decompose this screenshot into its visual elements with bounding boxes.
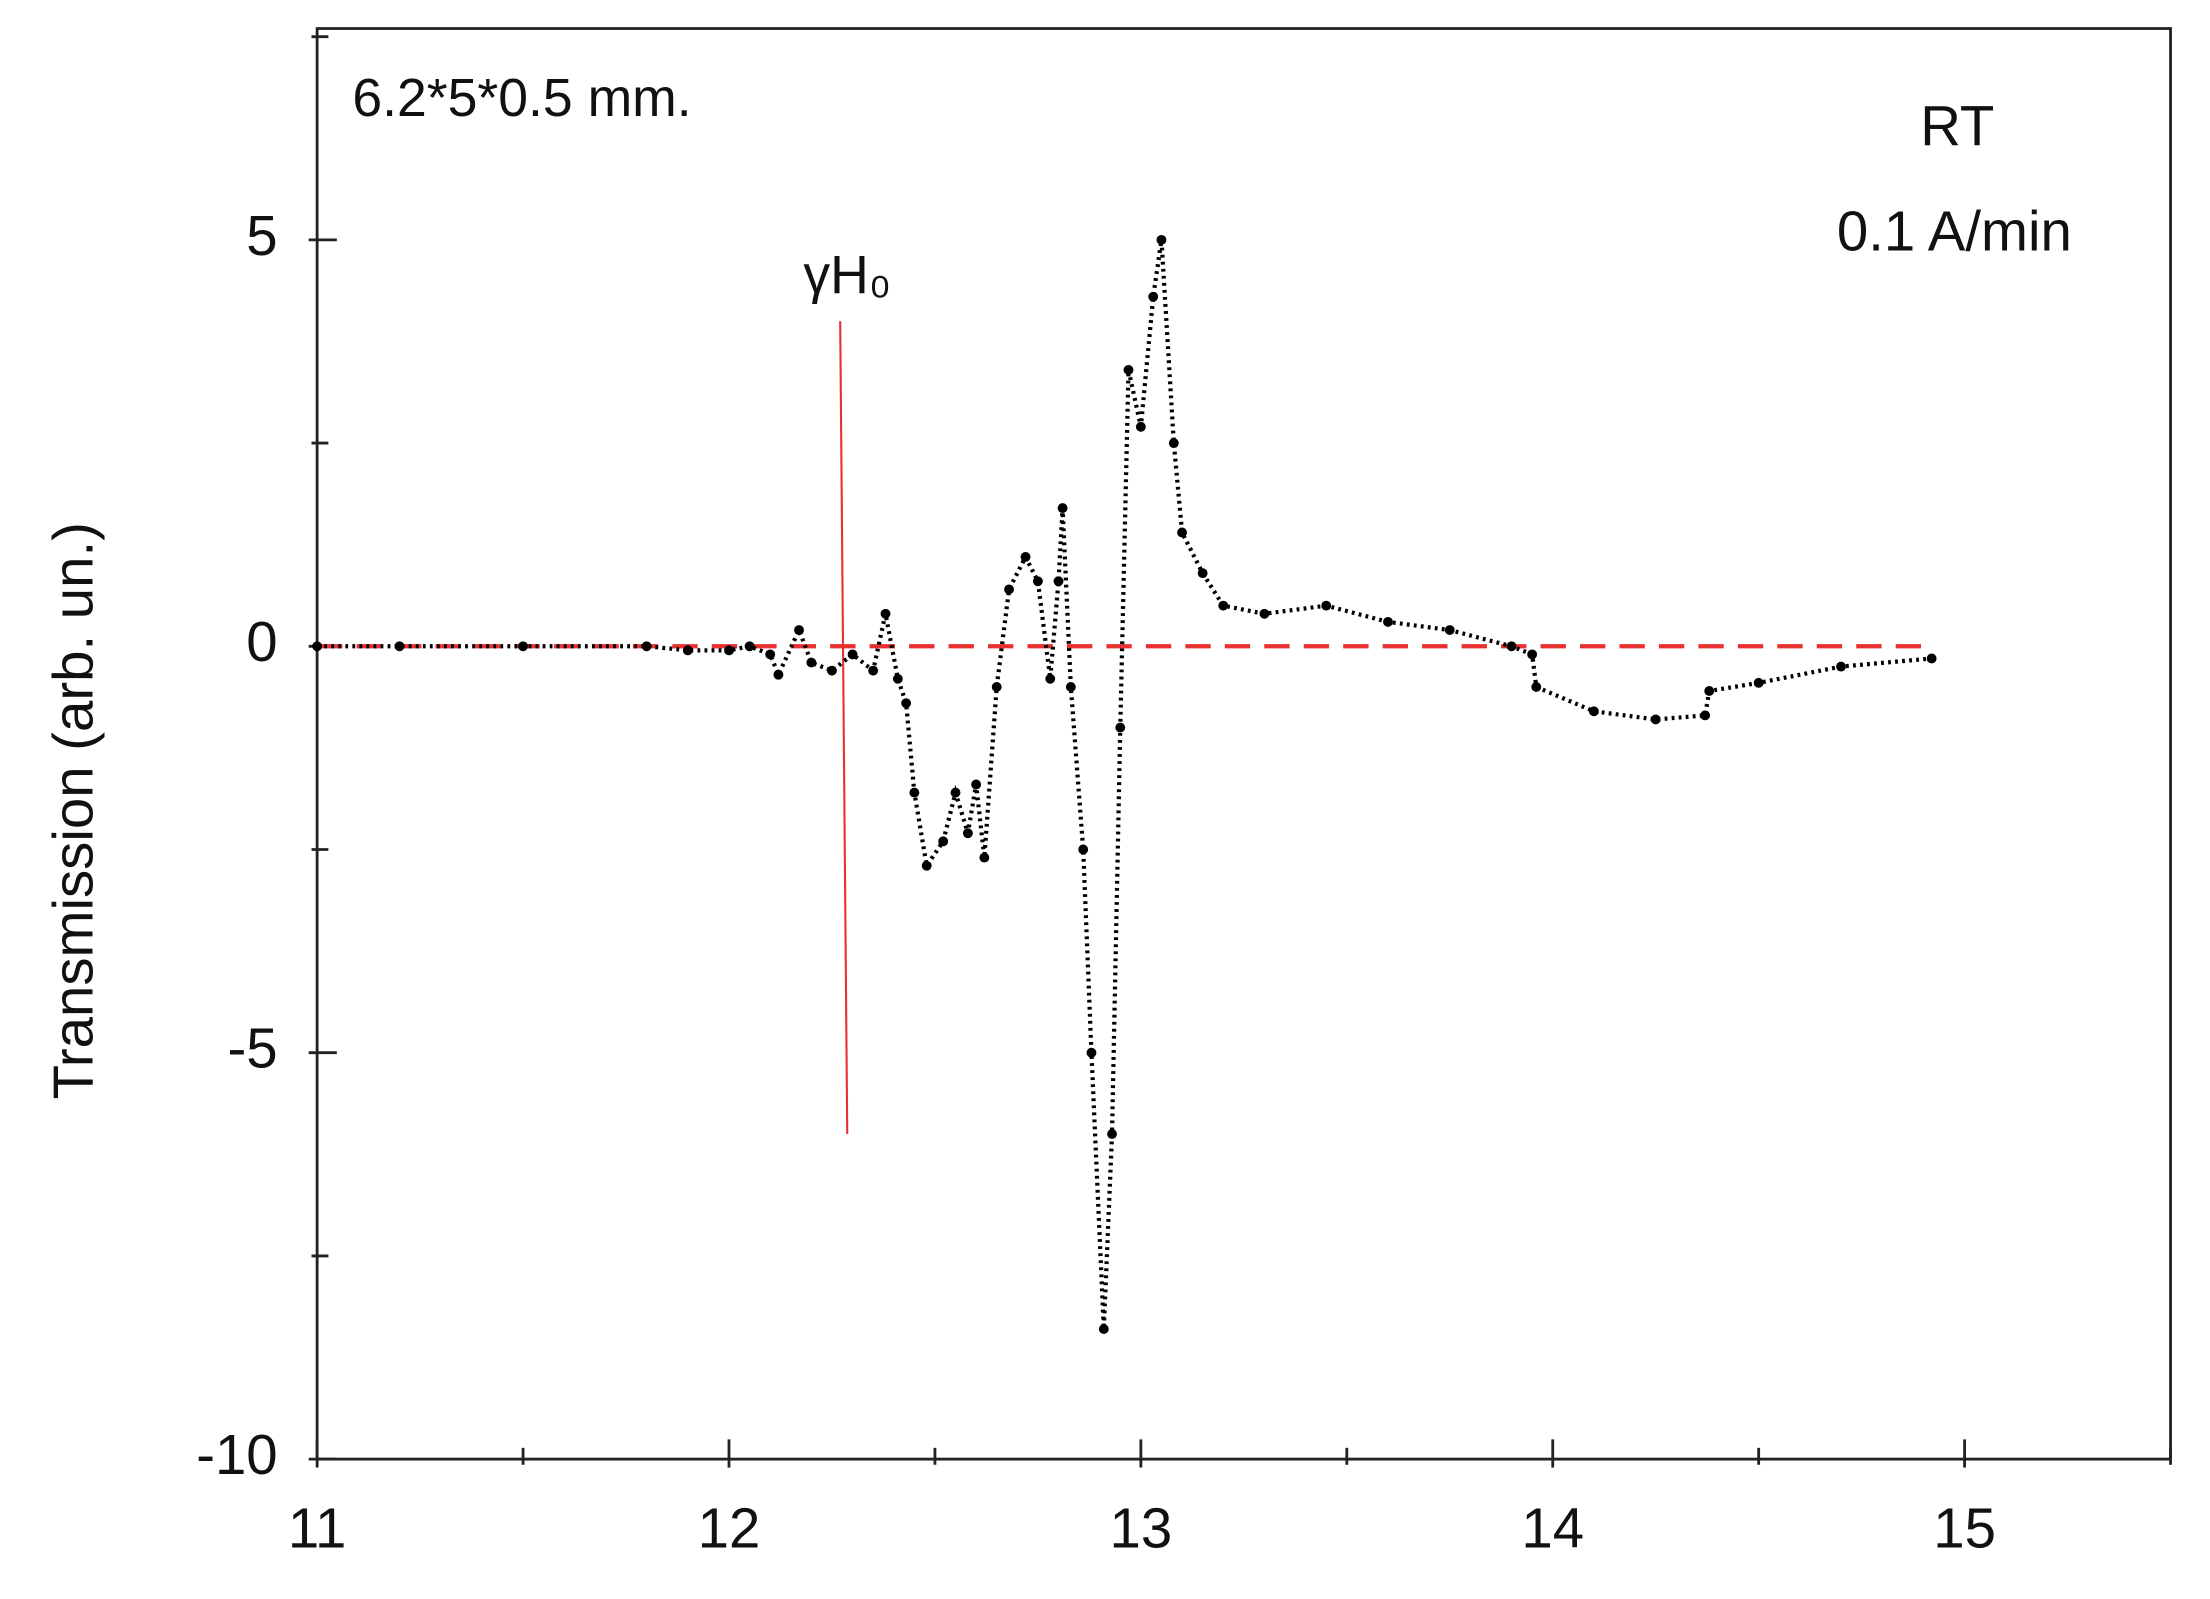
data-point	[1057, 503, 1068, 514]
sample-annotation: 6.2*5*0.5 mm.	[352, 69, 691, 128]
data-point	[979, 852, 990, 863]
data-point	[1700, 710, 1711, 721]
x-tick-label: 15	[1933, 1496, 1996, 1559]
data-point	[1527, 649, 1538, 660]
y-tick-label: -10	[196, 1423, 277, 1486]
y-tick-label: 0	[246, 610, 277, 673]
data-point	[1115, 722, 1126, 733]
data-point	[1321, 600, 1332, 611]
data-point	[682, 645, 693, 656]
y-tick-label: 5	[246, 204, 277, 267]
data-point	[1168, 438, 1179, 449]
data-point	[921, 860, 932, 871]
data-point	[312, 641, 323, 652]
data-point	[794, 625, 804, 635]
data-point	[1836, 661, 1846, 672]
data-point	[1531, 681, 1542, 692]
marker-line	[839, 321, 849, 1134]
data-point	[1218, 600, 1229, 611]
data-line	[317, 239, 1932, 1330]
data-point	[641, 641, 652, 652]
data-point	[1444, 625, 1455, 635]
temperature-annotation: RT	[1920, 94, 1994, 157]
plot-frame	[315, 27, 2172, 1461]
data-point	[1135, 421, 1146, 432]
data-point	[1078, 844, 1089, 855]
data-point	[806, 657, 817, 668]
data-point	[991, 681, 1002, 692]
data-point	[1704, 686, 1715, 696]
data-point	[1020, 551, 1031, 562]
data-point	[1004, 584, 1014, 595]
data-point	[909, 787, 920, 798]
data-point	[1053, 576, 1064, 587]
data-point	[1107, 1129, 1117, 1139]
data-point	[1123, 364, 1134, 375]
data-point	[1259, 608, 1270, 619]
data-point	[938, 836, 949, 847]
data-point	[1926, 653, 1937, 664]
data-point	[1753, 677, 1764, 688]
data-point	[1045, 673, 1056, 684]
data-point	[724, 645, 734, 656]
data-point	[1032, 576, 1043, 587]
data-point	[1177, 527, 1187, 538]
data-point	[1065, 681, 1076, 692]
data-point	[744, 641, 755, 652]
data-point	[394, 641, 405, 652]
x-tick-label: 14	[1521, 1496, 1584, 1559]
data-point	[1383, 616, 1393, 627]
marker-label: γH₀	[803, 246, 891, 305]
data-point	[827, 665, 837, 676]
data-point	[1098, 1324, 1109, 1334]
data-point	[765, 649, 776, 660]
data-point	[847, 649, 858, 660]
data-point	[950, 787, 961, 798]
data-point	[1148, 291, 1159, 302]
data-point	[1650, 714, 1661, 725]
x-tick-label: 11	[288, 1496, 347, 1559]
data-point	[1086, 1047, 1097, 1058]
data-point	[880, 608, 891, 619]
data-point	[892, 673, 903, 684]
data-point	[1588, 706, 1599, 717]
data-point	[962, 828, 973, 839]
y-tick-label: -5	[228, 1017, 278, 1080]
data-point	[901, 698, 912, 709]
rate-annotation: 0.1 A/min	[1837, 200, 2072, 263]
x-tick-label: 13	[1110, 1496, 1173, 1559]
data-point	[1506, 641, 1517, 652]
data-point	[1197, 568, 1208, 579]
y-axis-label: Transmission (arb. un.)	[41, 522, 104, 1099]
data-point	[868, 665, 879, 676]
data-point	[1156, 234, 1167, 245]
data-point	[971, 779, 982, 790]
data-point	[518, 641, 528, 652]
data-point	[773, 669, 784, 680]
x-tick-label: 12	[698, 1496, 761, 1559]
